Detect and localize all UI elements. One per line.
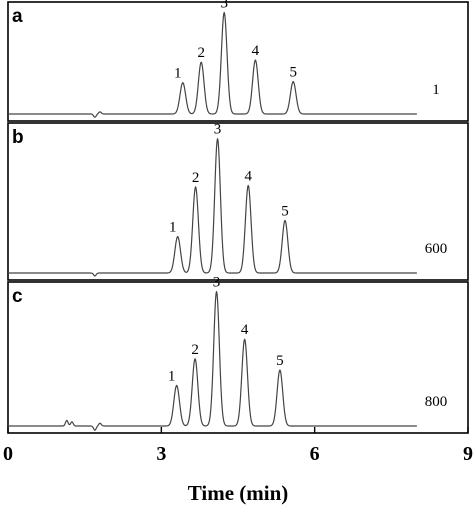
peak-label: 1 — [169, 220, 177, 236]
panel-c: c 800 12 3 4 5 — [7, 275, 469, 434]
x-axis: 0 3 6 9 — [3, 427, 473, 465]
panel-letter: b — [12, 127, 24, 148]
panel-frame — [7, 1, 469, 122]
chromatogram-trace-a — [7, 11, 417, 118]
run-label: 1 — [432, 82, 440, 98]
peak-label: 2 — [197, 45, 205, 61]
peak-label: 4 — [244, 168, 252, 184]
peak-label: 3 — [214, 122, 222, 138]
x-tick-label: 9 — [463, 443, 473, 465]
peak-label: 4 — [241, 322, 249, 338]
peak-label: 5 — [281, 203, 289, 219]
peak-label: 2 — [192, 170, 200, 186]
x-axis-label: Time (min) — [188, 481, 289, 505]
x-tick-label: 0 — [3, 443, 13, 465]
panel-letter: c — [12, 286, 23, 307]
x-tick-label: 3 — [156, 443, 166, 465]
peak-label: 1 — [168, 368, 176, 384]
peak-label: 3 — [213, 275, 221, 291]
peak-label: 5 — [276, 353, 284, 369]
chromatogram-trace-b — [7, 138, 417, 277]
run-label: 800 — [425, 394, 448, 410]
peak-label: 1 — [174, 66, 182, 82]
peak-label: 5 — [289, 65, 297, 81]
panel-frame — [7, 122, 469, 281]
chromatogram-trace-c — [7, 291, 417, 431]
x-tick-label: 6 — [310, 443, 320, 465]
panel-b: b 600 1 2 3 4 5 — [7, 122, 469, 281]
run-label: 600 — [425, 241, 448, 257]
peak-label: 4 — [252, 43, 260, 59]
panel-letter: a — [12, 6, 23, 27]
peak-label: 2 — [191, 342, 199, 358]
panel-frame — [7, 281, 469, 434]
peak-label: 3 — [220, 0, 228, 11]
